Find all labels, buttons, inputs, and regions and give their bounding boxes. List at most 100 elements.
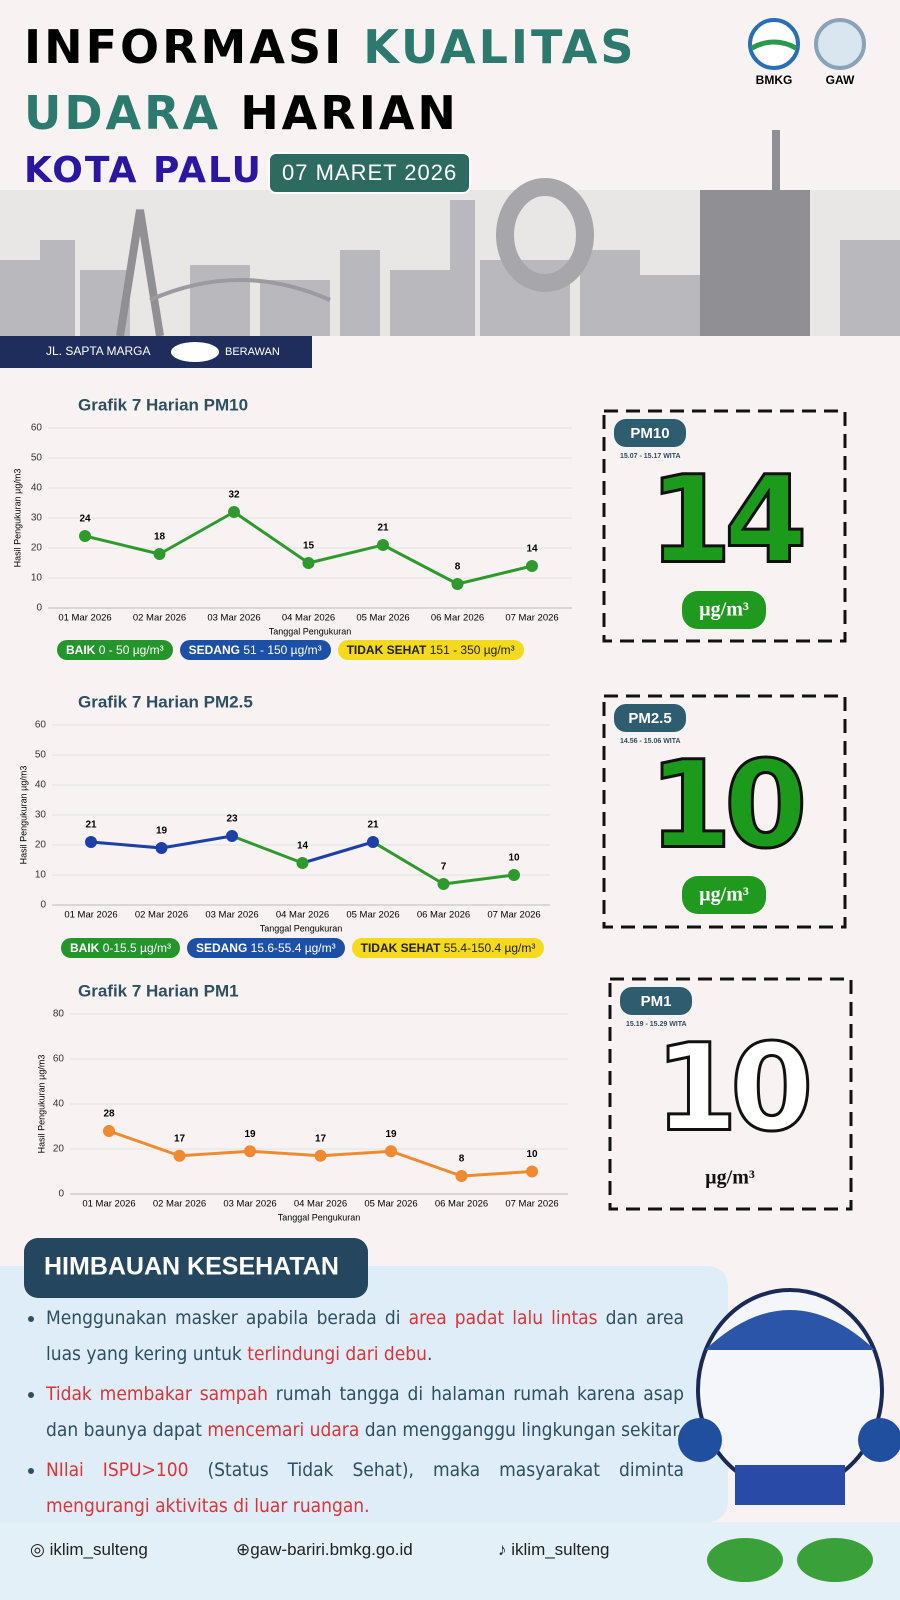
legend-range: 55.4-150.4 µg/m³ <box>443 941 536 955</box>
line-segment <box>390 1149 462 1178</box>
unit-pill <box>682 876 766 914</box>
legend-label: BAIK <box>70 941 100 955</box>
y-tick-label: 10 <box>31 573 43 584</box>
advice-emphasis: area padat lalu lintas <box>408 1307 598 1329</box>
line-segment <box>249 1149 321 1158</box>
title-word: HARIAN <box>240 86 459 140</box>
x-axis-label: Tanggal Pengukuran <box>269 626 352 636</box>
bmkg-logo-mark <box>750 39 798 51</box>
x-tick-label: 06 Mar 2026 <box>417 910 470 921</box>
x-tick-label: 02 Mar 2026 <box>153 1199 206 1210</box>
title-line: UDARA HARIAN <box>24 86 459 140</box>
advice-emphasis: mengurangi aktivitas di luar ruangan. <box>46 1495 370 1517</box>
city: KOTA PALU <box>24 150 263 191</box>
y-axis-label: Hasil Pengukuran µg/m3 <box>18 766 28 865</box>
legend-item: SEDANG 15.6-55.4 µg/m³ <box>186 938 345 958</box>
building <box>700 190 810 336</box>
card-unit: µg/m³ <box>699 884 749 906</box>
line-segment <box>161 834 233 850</box>
value-label: 7 <box>441 862 447 873</box>
line-segment <box>382 543 459 586</box>
y-tick-label: 0 <box>58 1189 64 1200</box>
point <box>103 1125 115 1137</box>
card-frame <box>602 694 847 929</box>
legend-item: SEDANG 51 - 150 µg/m³ <box>179 640 331 660</box>
y-axis-label: Hasil Pengukuran µg/m3 <box>12 469 22 568</box>
y-tick-label: 0 <box>40 900 46 911</box>
x-axis-label: Tanggal Pengukuran <box>278 1212 361 1222</box>
advice-text: (Status Tidak Sehat), maka masyarakat di… <box>188 1459 684 1481</box>
card-frame <box>602 409 847 643</box>
value-label: 14 <box>526 544 538 555</box>
title-word: KUALITAS <box>363 20 637 74</box>
advice-emphasis: terlindungi dari debu <box>247 1343 427 1365</box>
advice: Menggunakan masker apabila berada di are… <box>24 1300 684 1528</box>
advice-text: Menggunakan masker apabila berada di <box>46 1307 409 1329</box>
y-tick-label: 50 <box>35 750 47 761</box>
point <box>437 878 450 890</box>
value-label: 21 <box>367 820 379 831</box>
line-segment <box>233 510 310 565</box>
card-pill <box>614 419 686 447</box>
footer-item: ◎ iklim_sulteng <box>30 1540 148 1559</box>
value-label: 10 <box>526 1149 538 1160</box>
line-segment <box>372 840 445 886</box>
chart-title: Grafik 7 Harian PM2.5 <box>78 692 253 711</box>
legend-range: 51 - 150 µg/m³ <box>243 643 322 657</box>
card-name: PM1 <box>641 993 672 1010</box>
value-label: 21 <box>377 523 389 534</box>
value-label: 14 <box>297 841 309 852</box>
y-tick-label: 0 <box>36 603 42 614</box>
title-word: INFORMASI <box>24 20 345 74</box>
location-bar <box>0 336 312 368</box>
legend-label: TIDAK SEHAT <box>346 643 427 657</box>
logo-label: BMKG <box>756 73 793 87</box>
mascot <box>678 1288 900 1582</box>
card-value: 10 <box>649 737 802 876</box>
point <box>79 530 91 542</box>
value-label: 10 <box>508 853 520 864</box>
advice-text: dan mengganggu lingkungan sekitar. <box>359 1419 684 1441</box>
line-segment <box>308 543 384 565</box>
point <box>302 557 315 569</box>
footer-item: ♪ iklim_sulteng <box>498 1540 610 1559</box>
website: gaw-bariri.bmkg.go.id <box>250 1540 413 1559</box>
date: 07 MARET 2026 <box>268 152 472 194</box>
value-label: 23 <box>226 814 238 825</box>
unit-pill <box>682 591 766 629</box>
y-tick-label: 80 <box>53 1009 65 1020</box>
line-segment <box>84 534 160 556</box>
advice-text: rumah tangga di halaman rumah karena asa… <box>46 1383 684 1441</box>
line-segment <box>108 1129 180 1158</box>
advice-text: . <box>427 1343 433 1365</box>
y-tick-label: 10 <box>35 870 47 881</box>
card-time: 14.56 - 15.06 WITA <box>620 738 681 745</box>
point <box>153 548 166 560</box>
legend-label: BAIK <box>66 643 96 657</box>
cloud-icon <box>171 342 219 362</box>
card-value: 10 <box>655 1020 808 1159</box>
advice-item: Tidak membakar sampah rumah tangga di ha… <box>46 1376 684 1448</box>
card-unit: µg/m³ <box>699 599 749 621</box>
x-tick-label: 07 Mar 2026 <box>487 910 540 921</box>
y-tick-label: 40 <box>35 780 47 791</box>
y-tick-label: 30 <box>35 810 47 821</box>
chart-title: Grafik 7 Harian PM10 <box>78 395 248 414</box>
y-tick-label: 60 <box>35 720 47 731</box>
value-label: 24 <box>79 514 91 525</box>
x-tick-label: 07 Mar 2026 <box>505 1199 558 1210</box>
x-tick-label: 01 Mar 2026 <box>64 910 117 921</box>
point <box>314 1149 327 1162</box>
x-tick-label: 03 Mar 2026 <box>223 1199 276 1210</box>
card-unit: µg/m³ <box>705 1167 755 1189</box>
point <box>377 539 389 551</box>
value-label: 19 <box>244 1129 256 1140</box>
line-segment <box>302 840 374 865</box>
value-label: 32 <box>228 490 240 501</box>
footer-item: ⊕gaw-bariri.bmkg.go.id <box>236 1540 413 1559</box>
x-tick-label: 05 Mar 2026 <box>364 1199 417 1210</box>
value-label: 21 <box>85 820 97 831</box>
point <box>228 506 240 518</box>
